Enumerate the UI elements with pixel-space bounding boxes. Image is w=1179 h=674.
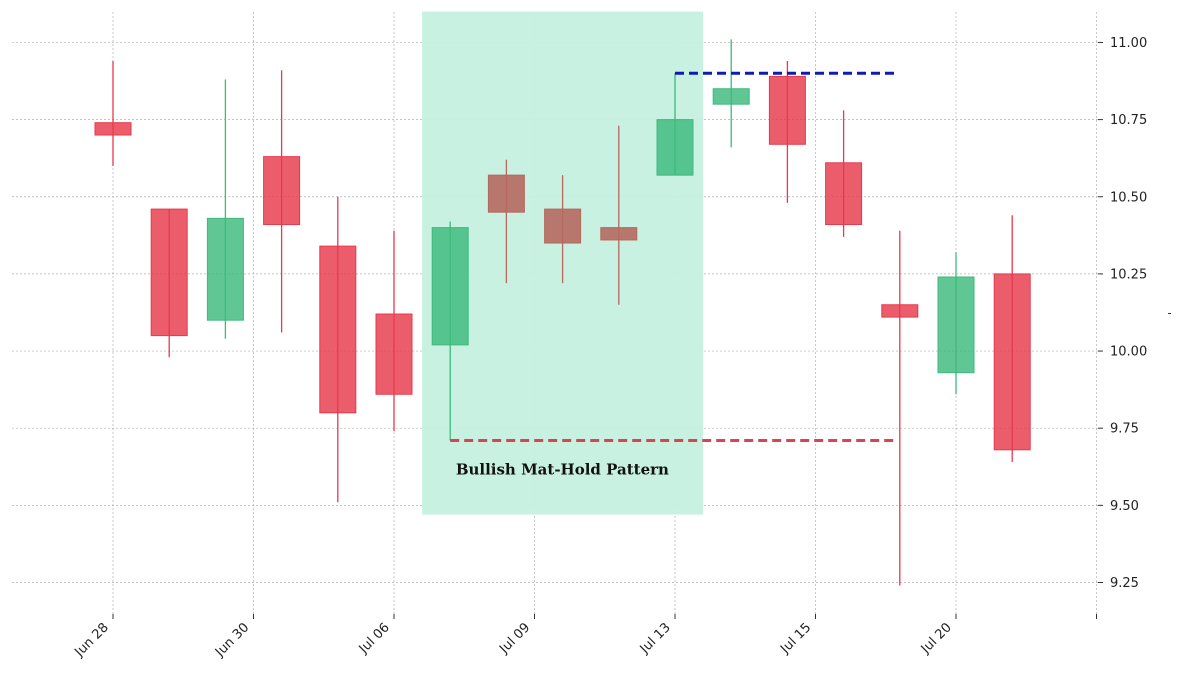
candle — [768, 60, 806, 203]
candle-body — [150, 208, 188, 337]
candle-body — [881, 304, 919, 318]
candle — [712, 39, 750, 148]
candle — [881, 230, 919, 586]
candle-body — [825, 162, 863, 226]
candle-body — [712, 88, 750, 105]
candle — [600, 125, 638, 305]
x-tick-label: Jul 20 — [918, 620, 955, 657]
candle — [375, 230, 413, 432]
candle-body — [768, 75, 806, 145]
x-tick-label: Jul 15 — [777, 620, 814, 657]
candle-body — [206, 217, 244, 321]
candle-body — [375, 313, 413, 395]
candle-body — [600, 227, 638, 241]
y-tick-label: 9.75 — [1110, 422, 1139, 437]
candle — [94, 60, 132, 166]
candle — [993, 215, 1031, 463]
candle — [544, 175, 582, 284]
x-tick-label: Jul 06 — [356, 620, 393, 657]
candle — [263, 70, 301, 333]
candle-body — [993, 273, 1031, 451]
candle — [825, 110, 863, 237]
candle — [431, 221, 469, 441]
y-tick-label: 10.50 — [1110, 190, 1147, 205]
candle-body — [94, 122, 132, 136]
x-tick-label: Jul 09 — [496, 620, 533, 657]
x-tick-label: Jun 30 — [212, 620, 252, 660]
y-tick-label: 10.00 — [1110, 345, 1147, 360]
candle-body — [937, 276, 975, 374]
candle-body — [544, 208, 582, 244]
candle-body — [487, 174, 525, 213]
candle — [206, 79, 244, 339]
y-tick-label: 9.50 — [1110, 499, 1139, 514]
candle-body — [656, 119, 694, 176]
candle — [656, 73, 694, 176]
y-tick-label: 10.25 — [1110, 267, 1147, 282]
pattern-annotation: Bullish Mat-Hold Pattern — [456, 460, 669, 478]
candle — [150, 208, 188, 358]
candle-body — [431, 227, 469, 346]
candle-body — [263, 156, 301, 226]
candles — [94, 39, 1031, 586]
y-tick-label: 11.00 — [1110, 36, 1147, 51]
x-tick-label: Jul 13 — [637, 620, 674, 657]
x-tick-label: Jun 28 — [72, 620, 112, 660]
level-lines — [450, 71, 895, 443]
y-tick-label: 10.75 — [1110, 113, 1147, 128]
y-tick-label: 9.25 — [1110, 576, 1139, 591]
candle-body — [319, 245, 357, 414]
candle — [487, 159, 525, 284]
candle — [319, 196, 357, 503]
candle — [937, 252, 975, 395]
